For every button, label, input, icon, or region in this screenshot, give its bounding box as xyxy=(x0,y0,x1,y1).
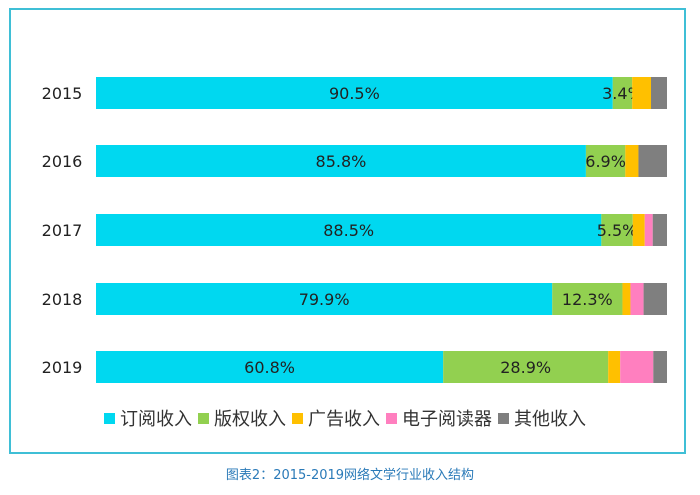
legend-swatch xyxy=(498,412,509,424)
bar-segment xyxy=(443,351,609,383)
bar-segment xyxy=(585,145,626,177)
category-label: 2015 xyxy=(42,84,83,103)
data-label: 85.8% xyxy=(316,152,367,171)
data-label: 79.9% xyxy=(299,290,350,309)
data-label: 28.9% xyxy=(500,358,551,377)
legend-label: 电子阅读器 xyxy=(402,409,492,430)
legend-swatch xyxy=(104,412,115,424)
category-label: 2017 xyxy=(42,221,83,240)
legend-label: 订阅收入 xyxy=(120,409,192,430)
bar-segment xyxy=(632,77,652,109)
legend-label: 其他收入 xyxy=(514,409,586,430)
legend-label: 广告收入 xyxy=(308,409,380,430)
bar-segment xyxy=(630,283,644,315)
data-label: 88.5% xyxy=(323,221,374,240)
data-label: 90.5% xyxy=(329,84,380,103)
bar-segment xyxy=(96,145,586,177)
bar-segment xyxy=(608,351,621,383)
data-label: 6.9% xyxy=(585,152,626,171)
chart-caption: 图表2：2015-2019网络文学行业收入结构 xyxy=(225,468,475,483)
legend-item: 订阅收入 xyxy=(104,405,192,431)
bar-segment xyxy=(653,351,667,383)
bar-segment xyxy=(622,283,631,315)
legend: 订阅收入 版权收入 广告收入 电子阅读器 其他收入 xyxy=(104,405,592,431)
bar-segment xyxy=(638,145,667,177)
bar-segment xyxy=(620,351,654,383)
bar-segment xyxy=(632,214,645,246)
chart-frame xyxy=(9,8,686,454)
bar-segment xyxy=(643,283,667,315)
bar-segment xyxy=(612,77,633,109)
data-label: 5.5% xyxy=(597,221,638,240)
bar-segment xyxy=(644,214,653,246)
bar-segment xyxy=(96,77,613,109)
bar-segment xyxy=(652,214,667,246)
bar-segment xyxy=(601,214,633,246)
category-label: 2019 xyxy=(42,358,83,377)
legend-swatch xyxy=(386,412,397,424)
bar-segment xyxy=(96,283,553,315)
bar-segment xyxy=(552,283,623,315)
legend-swatch xyxy=(198,412,209,424)
data-label: 60.8% xyxy=(244,358,295,377)
legend-item: 其他收入 xyxy=(498,405,586,431)
legend-item: 电子阅读器 xyxy=(386,405,492,431)
legend-swatch xyxy=(292,412,303,424)
bar-segment xyxy=(96,214,602,246)
category-label: 2018 xyxy=(42,290,83,309)
bar-segment xyxy=(625,145,639,177)
data-label: 12.3% xyxy=(562,290,613,309)
bar-segment xyxy=(96,351,444,383)
category-label: 2016 xyxy=(42,152,83,171)
legend-item: 版权收入 xyxy=(198,405,286,431)
legend-label: 版权收入 xyxy=(214,409,286,430)
bar-segment xyxy=(651,77,667,109)
legend-item: 广告收入 xyxy=(292,405,380,431)
